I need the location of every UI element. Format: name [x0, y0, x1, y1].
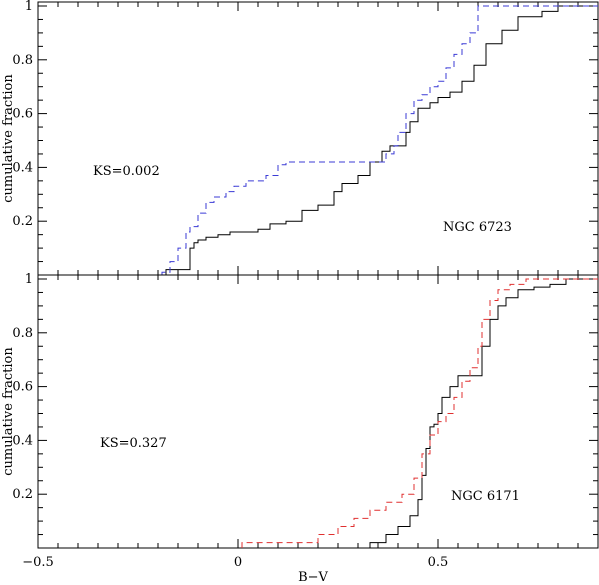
ks-statistic: KS=0.002 [93, 164, 160, 179]
y-tick-label: 0.8 [12, 53, 33, 68]
x-tick-label: 0.5 [428, 555, 449, 570]
x-axis-label: B−V [298, 570, 328, 585]
y-tick-label: 0.8 [12, 326, 33, 341]
y-tick-label: 0.2 [12, 487, 33, 502]
cluster-name: NGC 6723 [443, 220, 512, 235]
y-tick-label: 0.6 [12, 380, 33, 395]
y-tick-label: 0.6 [12, 107, 33, 122]
y-tick-label: 0.4 [12, 160, 33, 175]
x-tick-label: −0.5 [22, 555, 54, 570]
panel-2: 0.2 0.4 0.6 0.8 1 −0.5 0 0.5 cumulative fraction… [1, 272, 599, 585]
solid-step-series [165, 5, 598, 275]
plot-frame [37, 1, 599, 276]
y-axis-label: cumulative fraction [1, 347, 16, 476]
panel-1: 0.2 0.4 0.6 0.8 1 cumulative fraction KS=0.002… [1, 0, 599, 276]
cluster-name: NGC 6171 [451, 489, 520, 504]
y-tick-label: 0.4 [12, 433, 33, 448]
x-tick-label: 0 [234, 555, 242, 570]
y-tick-label: 0.2 [12, 214, 33, 229]
ks-statistic: KS=0.327 [100, 436, 167, 451]
plot-frame [37, 274, 599, 549]
y-tick-label: 1 [25, 272, 33, 287]
y-axis-label: cumulative fraction [1, 74, 16, 203]
dashed-step-series [241, 278, 598, 548]
y-tick-label: 1 [25, 0, 33, 14]
solid-step-series [369, 278, 598, 548]
